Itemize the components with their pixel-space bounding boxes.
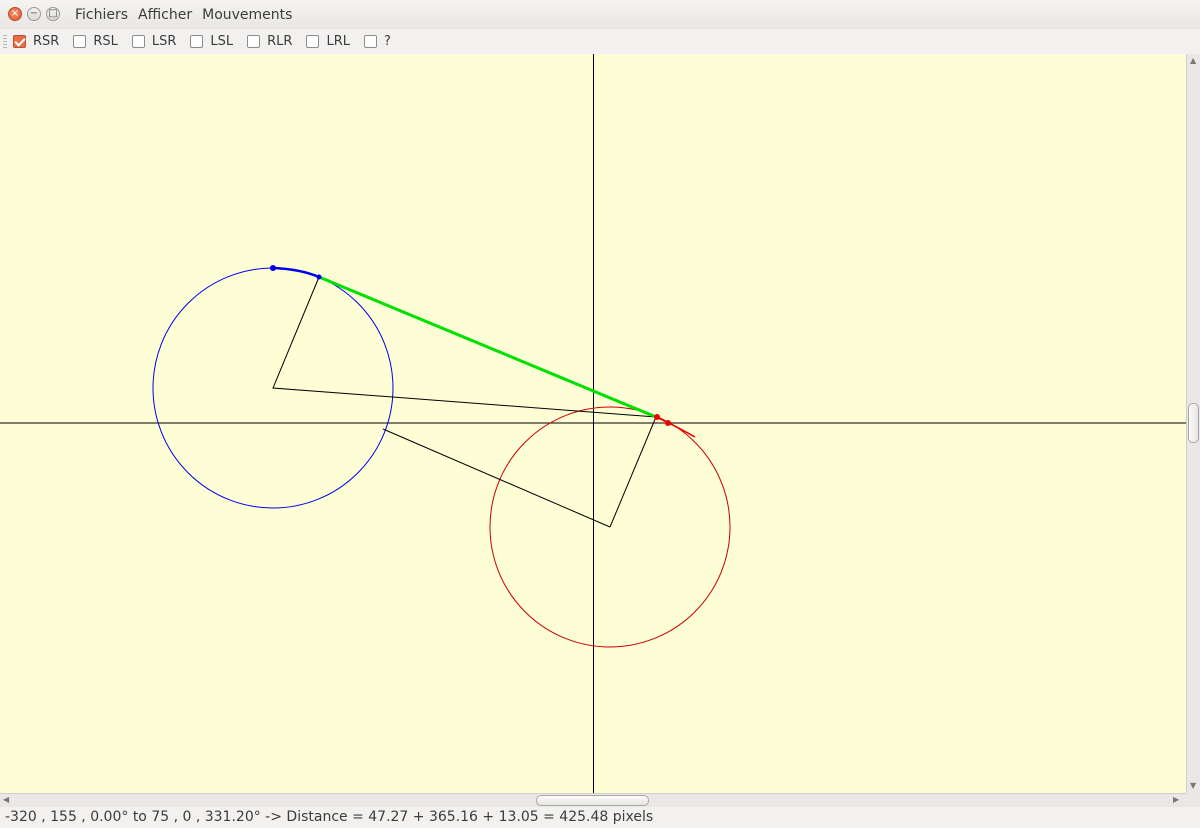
vertical-scroll-thumb[interactable] <box>1188 403 1199 443</box>
title-bar: × − □ Fichiers Afficher Mouvements <box>0 0 1200 29</box>
option-help[interactable]: ? <box>363 34 391 49</box>
option-help-label: ? <box>383 34 391 49</box>
end-radius-line <box>609 416 657 528</box>
end-turn-circle <box>489 406 731 648</box>
end-point-dot <box>665 420 671 426</box>
maximize-window-icon[interactable]: □ <box>46 7 60 21</box>
menu-bar: Fichiers Afficher Mouvements <box>70 0 297 29</box>
checkbox-lrl[interactable] <box>306 35 320 48</box>
option-lsr-label: LSR <box>151 34 177 49</box>
scrollbar-corner <box>1186 793 1200 807</box>
menu-afficher[interactable]: Afficher <box>138 6 193 23</box>
drawing-canvas[interactable] <box>0 54 1186 793</box>
scroll-up-arrow-icon[interactable]: ▲ <box>1190 56 1197 65</box>
start-point-dot <box>270 265 276 271</box>
menu-mouvements[interactable]: Mouvements <box>202 6 293 23</box>
path-type-toolbar: RSR RSL LSR LSL RLR LRL ? <box>0 29 1200 55</box>
dubins-path-drawing[interactable] <box>0 54 1186 793</box>
toolbar-grip-icon[interactable] <box>3 34 7 49</box>
option-rlr-label: RLR <box>267 34 293 49</box>
scroll-right-arrow-icon[interactable]: ▶ <box>1173 795 1180 804</box>
menu-fichiers[interactable]: Fichiers <box>75 6 129 23</box>
option-lsl-label: LSL <box>210 34 234 49</box>
end-arc-segment <box>655 416 696 438</box>
start-radius-lines <box>272 276 657 418</box>
checkbox-lsl[interactable] <box>190 35 204 48</box>
horizontal-scroll-thumb[interactable] <box>536 795 649 806</box>
start-tangent-point-dot <box>316 274 322 280</box>
option-rsl[interactable]: RSL <box>73 34 118 49</box>
start-arc-segment <box>272 266 320 279</box>
option-rsr[interactable]: RSR <box>13 34 59 49</box>
center-connector-line <box>382 428 611 528</box>
horizontal-scrollbar[interactable]: ◀ ▶ <box>0 793 1186 807</box>
option-lrl-label: LRL <box>326 34 350 49</box>
checkbox-rsl[interactable] <box>73 35 87 48</box>
checkbox-rsr[interactable] <box>13 35 26 48</box>
option-rsr-label: RSR <box>33 34 60 49</box>
option-lrl[interactable]: LRL <box>306 34 350 49</box>
minimize-window-icon[interactable]: − <box>27 7 41 21</box>
path-distance-readout: -320 , 155 , 0.00° to 75 , 0 , 331.20° -… <box>5 809 654 825</box>
tangent-straight-segment <box>318 275 657 419</box>
option-rlr[interactable]: RLR <box>247 34 292 49</box>
checkbox-rlr[interactable] <box>247 35 261 48</box>
checkbox-lsr[interactable] <box>131 35 145 48</box>
option-lsl[interactable]: LSL <box>190 34 233 49</box>
option-rsl-label: RSL <box>93 34 118 49</box>
close-window-icon[interactable]: × <box>8 7 22 21</box>
end-tangent-point-dot <box>654 414 660 420</box>
option-lsr[interactable]: LSR <box>131 34 177 49</box>
status-bar: -320 , 155 , 0.00° to 75 , 0 , 331.20° -… <box>0 807 1200 828</box>
scroll-down-arrow-icon[interactable]: ▼ <box>1190 781 1197 790</box>
checkbox-help[interactable] <box>363 35 377 48</box>
scroll-left-arrow-icon[interactable]: ◀ <box>3 795 10 804</box>
vertical-scrollbar[interactable]: ▲ ▼ <box>1186 54 1200 793</box>
